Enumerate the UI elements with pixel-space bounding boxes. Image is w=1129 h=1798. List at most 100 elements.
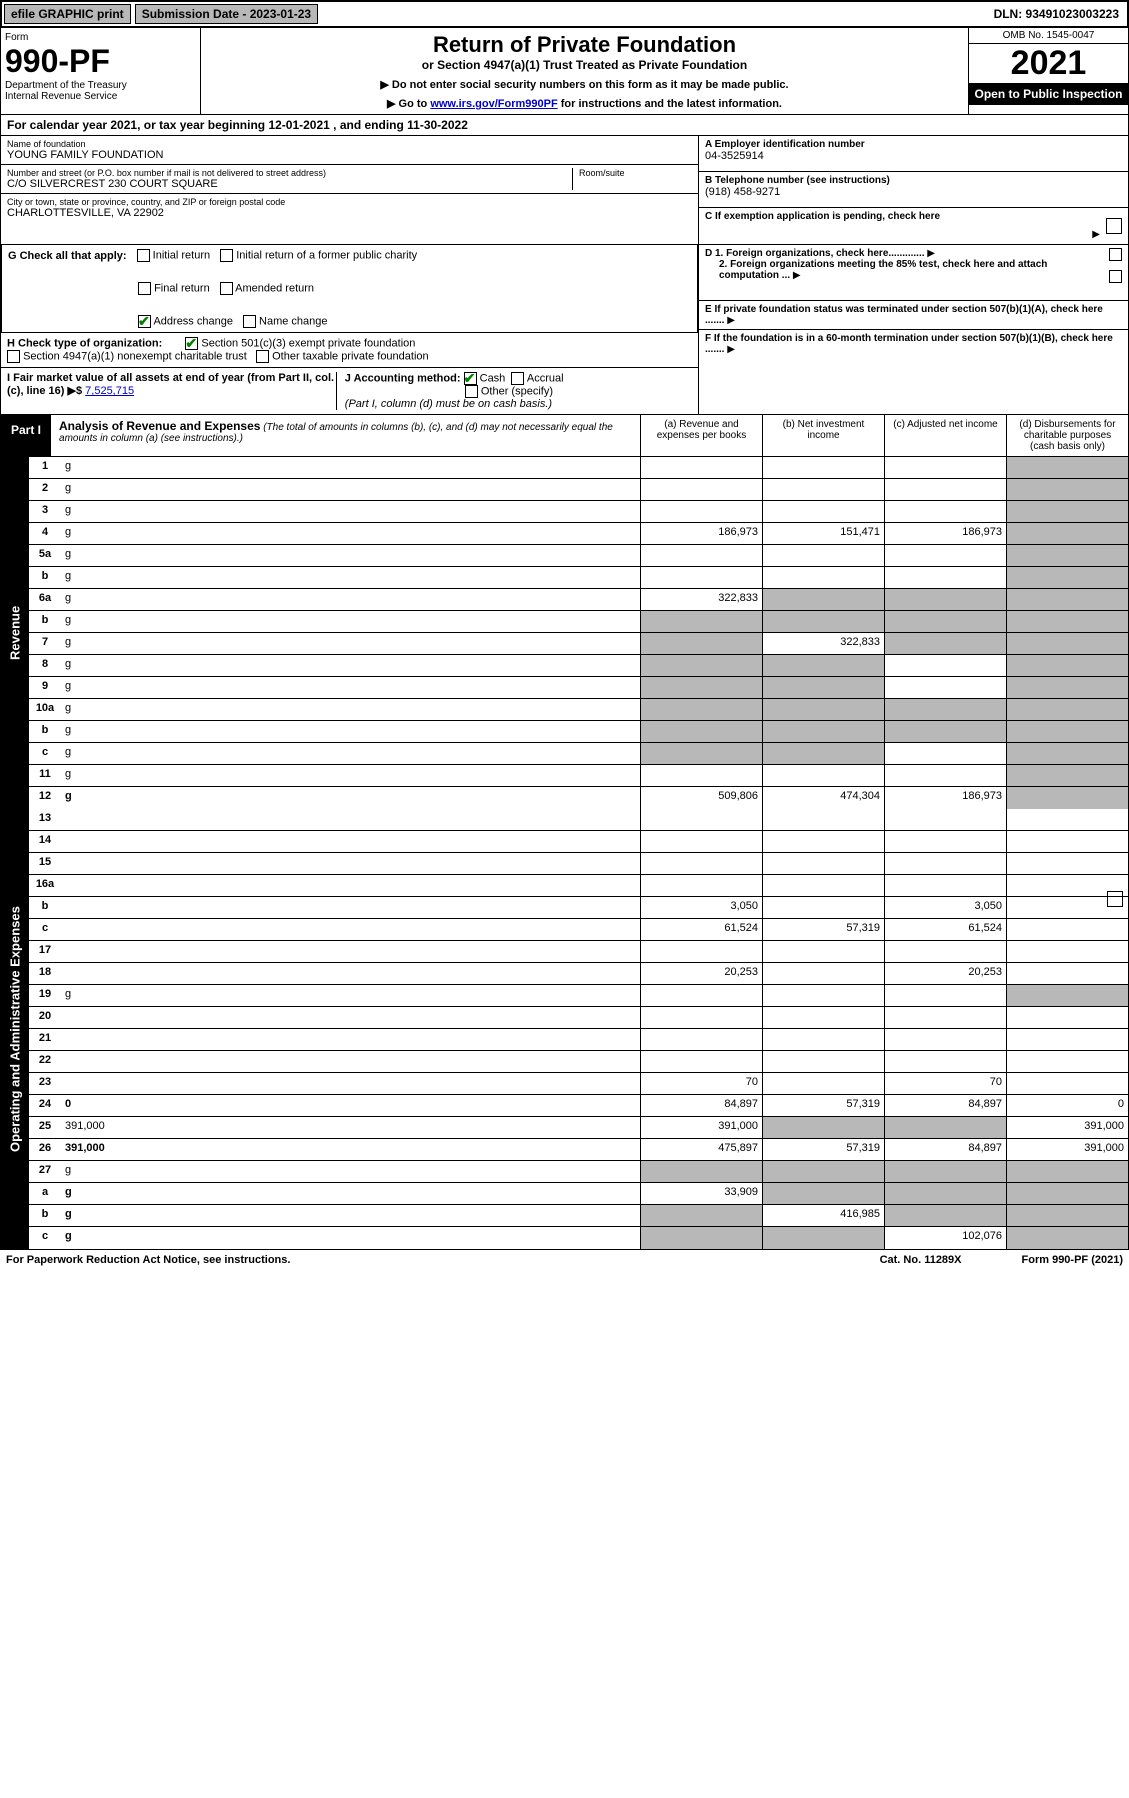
table-row: 4g186,973151,471186,973 [29,523,1128,545]
g-amended: Amended return [235,282,314,294]
amount-col-a: 475,897 [640,1139,762,1160]
j-other-chk[interactable] [465,385,478,398]
amount-col-d [1006,985,1128,1006]
d1: D 1. Foreign organizations, check here..… [705,248,925,259]
g-final-chk[interactable] [138,282,151,295]
def-right: D 1. Foreign organizations, check here..… [698,245,1128,414]
amount-col-c [884,1029,1006,1050]
d2: 2. Foreign organizations meeting the 85%… [719,259,1047,281]
h-501-chk[interactable] [185,337,198,350]
info-right: A Employer identification number 04-3525… [698,136,1128,244]
amount-col-c [884,743,1006,764]
header-left: Form 990-PF Department of the Treasury I… [1,28,201,114]
j-note: (Part I, column (d) must be on cash basi… [345,398,552,410]
efile-print-button[interactable]: efile GRAPHIC print [4,4,131,24]
table-row: cg102,076 [29,1227,1128,1249]
table-row: c61,52457,31961,524 [29,919,1128,941]
line-number: 11 [29,765,61,786]
amount-col-a [640,743,762,764]
amount-col-c [884,1161,1006,1182]
amount-col-b [762,699,884,720]
amount-col-a: 33,909 [640,1183,762,1204]
i-value[interactable]: 7,525,715 [85,385,134,397]
tel-cell: B Telephone number (see instructions) (9… [699,172,1128,208]
amount-col-d [1006,457,1128,478]
amount-col-b [762,479,884,500]
amount-col-b: 57,319 [762,919,884,940]
g-name-chk[interactable] [243,315,256,328]
amount-col-d [1006,721,1128,742]
amount-col-a [640,567,762,588]
c-cell: C If exemption application is pending, c… [699,208,1128,244]
d1-chk[interactable] [1109,248,1122,261]
line-number: 18 [29,963,61,984]
amount-col-c: 3,050 [884,897,1006,918]
line-number: c [29,743,61,764]
line-number: 8 [29,655,61,676]
part1-table: Revenue 1g2g3g4g186,973151,471186,9735ag… [0,457,1129,1250]
line-desc: g [61,457,640,478]
line-number: 2 [29,479,61,500]
amount-col-b [762,457,884,478]
amount-col-b [762,1183,884,1204]
j-label: J Accounting method: [345,372,461,384]
amount-col-c: 186,973 [884,787,1006,809]
footer-left: For Paperwork Reduction Act Notice, see … [6,1254,290,1266]
line-number: a [29,1183,61,1204]
amount-col-d [1006,1183,1128,1204]
line-desc: g [61,545,640,566]
line-desc: g [61,611,640,632]
amount-col-d [1006,831,1128,852]
line-desc: 391,000 [61,1117,640,1138]
table-row: 26391,000475,89757,31984,897391,000 [29,1139,1128,1161]
d2-chk[interactable] [1109,270,1122,283]
j-cash-chk[interactable] [464,372,477,385]
line-number: 12 [29,787,61,809]
amount-col-d [1006,853,1128,874]
amount-col-b [762,831,884,852]
h-other-chk[interactable] [256,350,269,363]
g-initial-chk[interactable] [137,249,150,262]
f-chk[interactable] [1107,891,1123,907]
j-accrual-chk[interactable] [511,372,524,385]
amount-col-d: 0 [1006,1095,1128,1116]
amount-col-d [1006,1205,1128,1226]
amount-col-b [762,655,884,676]
revenue-label: Revenue [1,457,29,809]
amount-col-c [884,1183,1006,1204]
c-label: C If exemption application is pending, c… [705,211,940,222]
amount-col-a [640,1007,762,1028]
line-number: 21 [29,1029,61,1050]
g-h-grid: G Check all that apply: Initial return I… [0,245,1129,415]
amount-col-d [1006,677,1128,698]
ein-label: A Employer identification number [705,139,1122,150]
table-row: 6ag322,833 [29,589,1128,611]
line-desc: g [61,765,640,786]
amount-col-a [640,611,762,632]
irs-link[interactable]: www.irs.gov/Form990PF [430,98,557,110]
h-4947-chk[interactable] [7,350,20,363]
line-number: 24 [29,1095,61,1116]
dept-treasury: Department of the Treasury [5,80,196,91]
j-cash: Cash [480,372,506,384]
line-number: b [29,1205,61,1226]
amount-col-a [640,853,762,874]
line-desc: g [61,743,640,764]
amount-col-a: 84,897 [640,1095,762,1116]
note2-post: for instructions and the latest informat… [558,98,782,110]
amount-col-a: 20,253 [640,963,762,984]
f-label: F If the foundation is in a 60-month ter… [705,333,1113,355]
line-desc: 0 [61,1095,640,1116]
part1-header: Part I Analysis of Revenue and Expenses … [0,415,1129,457]
g-amended-chk[interactable] [220,282,233,295]
h-501: Section 501(c)(3) exempt private foundat… [201,337,415,349]
amount-col-b [762,501,884,522]
amount-col-a [640,501,762,522]
address-cell: Number and street (or P.O. box number if… [1,165,698,194]
line-number: 13 [29,809,61,830]
form-label: Form [5,32,196,43]
c-checkbox[interactable] [1106,218,1122,234]
g-address-chk[interactable] [138,315,151,328]
amount-col-a: 61,524 [640,919,762,940]
g-initial-public-chk[interactable] [220,249,233,262]
